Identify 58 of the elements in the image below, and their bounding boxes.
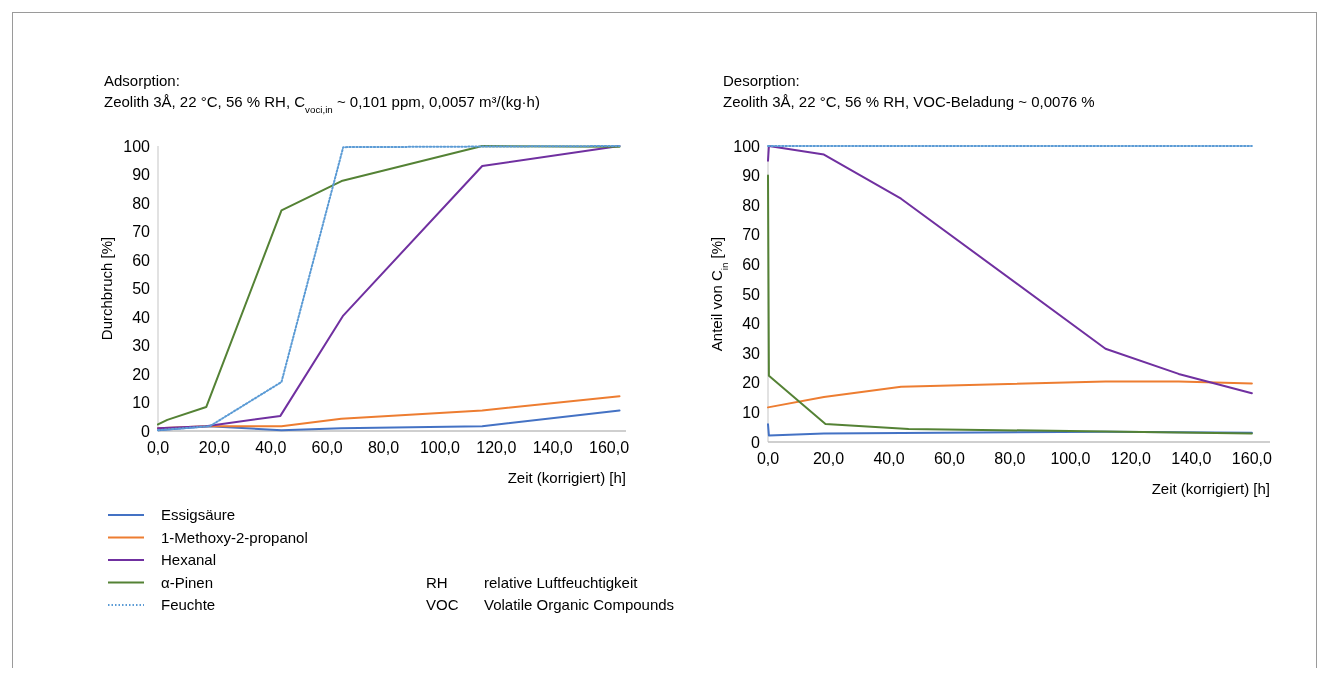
y-tick-label: 0 xyxy=(751,433,761,451)
legend-label: Hexanal xyxy=(161,551,217,569)
x-tick-label: 140,0 xyxy=(532,439,573,456)
x-tick-label: 80,0 xyxy=(367,439,400,456)
chart-title: Desorption: xyxy=(723,72,800,89)
y-tick-label: 50 xyxy=(742,285,761,303)
y-tick-label: 10 xyxy=(742,404,761,421)
x-tick-label: 60,0 xyxy=(933,450,966,467)
x-tick-label: 140,0 xyxy=(1171,450,1212,467)
x-tick-label: 40,0 xyxy=(255,439,287,456)
x-tick-label: 120,0 xyxy=(1110,450,1152,467)
chart-title: Adsorption: xyxy=(104,72,180,89)
chart-subtitle: Zeolith 3Å, 22 °C, 56 % RH, VOC-Beladung ~ 0,0076 % xyxy=(723,93,1095,110)
line-series xyxy=(767,145,1253,395)
text: RH relative Luftfeuchtigkeit xyxy=(426,573,638,591)
x-axis-title: Zeit (korrigiert) [h] xyxy=(507,469,626,486)
legend-label: Essigsäure xyxy=(161,506,236,524)
x-tick-label: 80,0 xyxy=(994,450,1026,467)
y-tick-label: 30 xyxy=(132,337,151,355)
y-tick-label: 90 xyxy=(742,167,761,185)
y-tick-label: 80 xyxy=(132,194,151,212)
y-tick-label: 30 xyxy=(742,344,761,362)
y-tick-label: 20 xyxy=(132,365,151,383)
x-tick-label: 60,0 xyxy=(311,439,343,456)
y-tick-label: 40 xyxy=(132,308,151,326)
y-tick-label: 50 xyxy=(132,280,151,298)
y-tick-label: 100 xyxy=(733,137,761,155)
y-tick-label: 70 xyxy=(742,226,761,244)
y-tick-label: 60 xyxy=(742,256,761,273)
line-series xyxy=(767,174,1253,435)
chart-subtitle: Zeolith 3Å, 22 °C, 56 % RH, C$_{voci,in}$ ~ 0,101 ppm, 0,0057 m³/(kg·h) xyxy=(104,93,540,115)
y-tick-label: 80 xyxy=(742,196,761,214)
x-tick-label: 20,0 xyxy=(198,439,231,456)
y-tick-label: 40 xyxy=(742,315,761,333)
y-tick-label: 100 xyxy=(123,137,151,155)
line-series xyxy=(767,380,1253,409)
x-tick-label: 160,0 xyxy=(589,439,630,456)
y-tick-label: 10 xyxy=(132,394,151,412)
x-tick-label: 120,0 xyxy=(476,439,517,456)
line-series xyxy=(157,409,621,432)
y-tick-label: 20 xyxy=(742,374,761,392)
x-axis-title: Zeit (korrigiert) [h] xyxy=(1151,480,1270,497)
legend-label: α-Pinen xyxy=(161,573,214,591)
x-tick-label: 100,0 xyxy=(1050,450,1091,467)
x-tick-label: 0,0 xyxy=(146,439,170,456)
y-tick-label: 90 xyxy=(132,166,151,184)
y-tick-label: 70 xyxy=(132,223,151,241)
legend-label: Feuchte xyxy=(161,596,216,614)
x-tick-label: 20,0 xyxy=(812,450,845,467)
y-tick-label: 0 xyxy=(141,422,151,440)
y-tick-label: 60 xyxy=(132,251,151,269)
x-tick-label: 0,0 xyxy=(756,450,780,467)
x-tick-label: 100,0 xyxy=(419,439,461,456)
x-tick-label: 160,0 xyxy=(1231,450,1272,467)
y-axis-title: Durchbruch [%] xyxy=(98,236,115,341)
text: VOC Volatile Organic Compounds xyxy=(426,596,675,614)
x-tick-label: 40,0 xyxy=(873,450,905,467)
legend-label: 1-Methoxy-2-propanol xyxy=(161,528,308,546)
